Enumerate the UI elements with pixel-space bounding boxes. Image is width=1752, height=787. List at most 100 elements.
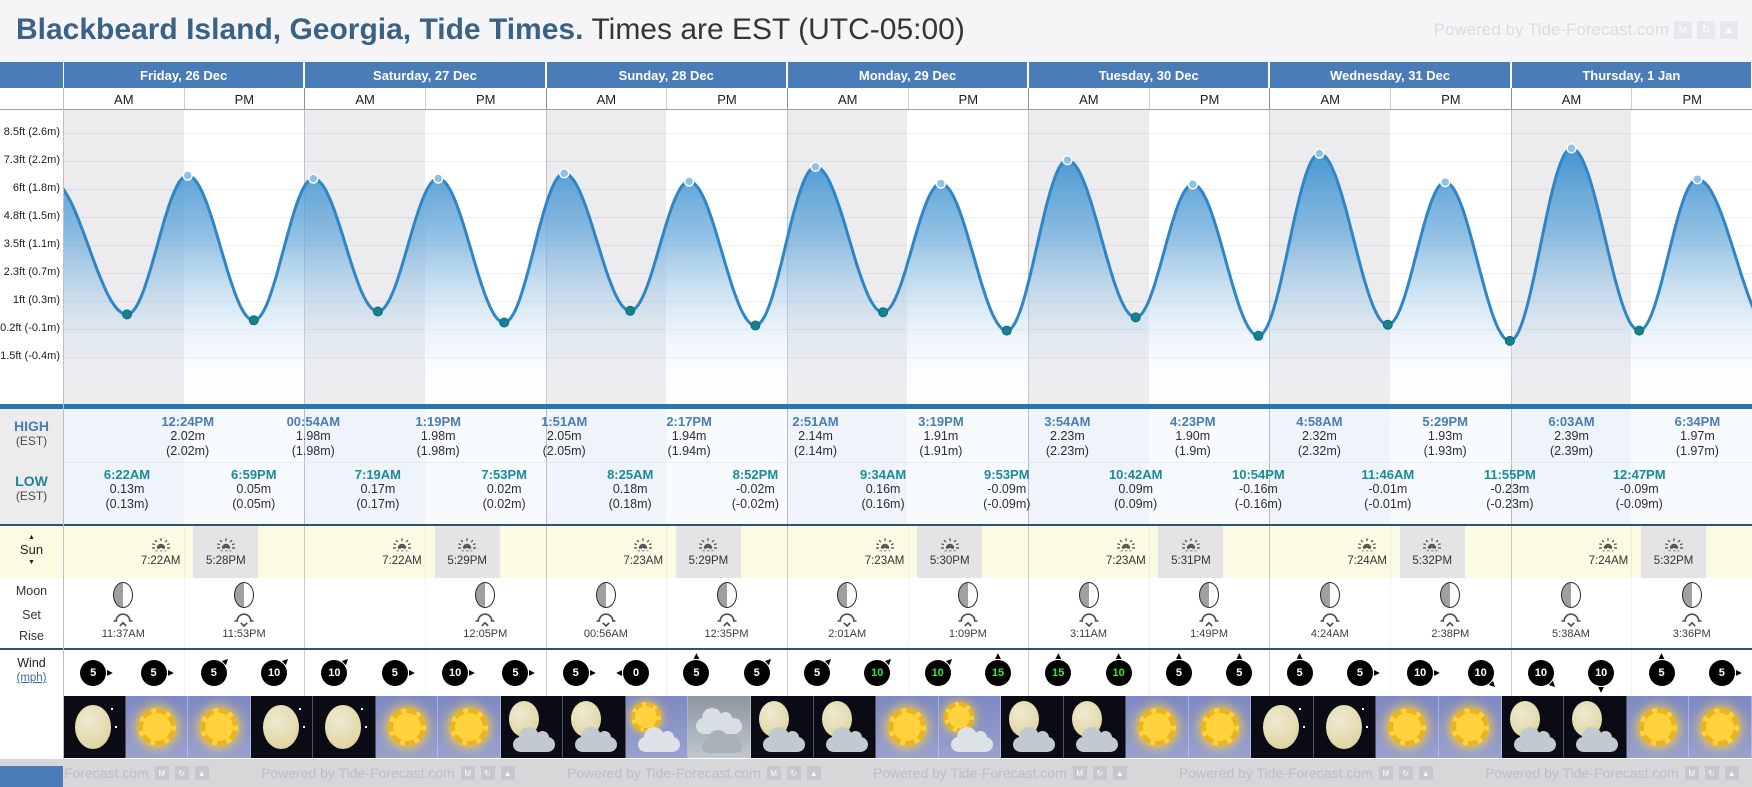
wind-arrow-head-icon: ▲: [278, 653, 294, 669]
sun-graphic: [1638, 708, 1677, 746]
sunset-icon: [940, 537, 960, 553]
cloud-graphic: [696, 708, 743, 734]
tide-height-m-secondary: (2.32m): [1297, 444, 1341, 458]
sunrise-icon: [1598, 537, 1618, 553]
wind-arrow-head-icon: ▲: [881, 653, 897, 669]
wind-direction-arrow: ▲: [134, 653, 176, 693]
sunset-cell: 5:29PM: [675, 526, 741, 578]
y-axis-tick-label: 3.5ft (1.1m): [3, 238, 60, 250]
cloud-graphic: [1576, 727, 1619, 752]
wind-direction-arrow: ▲: [978, 652, 1018, 693]
wind-direction-arrow: ▲: [1400, 653, 1442, 693]
high-tide-event: 1:51AM 2.05m (2.05m): [516, 414, 612, 459]
wind-speed-icon: 10 ▲: [1105, 652, 1132, 686]
star-dot: [302, 726, 305, 728]
half-day-divider-line: [907, 650, 909, 696]
moon-phase-icon: [837, 582, 858, 608]
low-tide-dot: [878, 307, 889, 318]
tide-height-m: 2.02m: [170, 429, 206, 443]
low-tide-time: 8:52PM: [732, 467, 779, 482]
sunrise-time: 7:23AM: [864, 555, 905, 567]
half-day-divider-line: [907, 578, 909, 648]
high-tide-time: 2:51AM: [792, 414, 839, 429]
cloud-graphic: [825, 727, 868, 752]
wind-arrow-head-icon: ▲: [1596, 684, 1607, 695]
day-divider-line: [1269, 650, 1271, 696]
wind-speed-icon: 10 ▲: [1527, 660, 1560, 692]
wind-speed-value: 5: [391, 667, 398, 679]
sunset-cell: 5:32PM: [1641, 526, 1707, 578]
weather-icon-sunny: [1126, 696, 1189, 758]
cloud-graphic: [1075, 727, 1118, 752]
tide-height-m-secondary: (-0.09m): [1615, 497, 1663, 511]
footer-icon: M: [460, 766, 475, 780]
day-divider-line: [304, 650, 306, 696]
wind-arrow-head-icon: ▲: [691, 651, 702, 662]
wind-direction-arrow: ▲: [789, 645, 846, 702]
wind-arrow-head-icon: ▲: [405, 668, 417, 678]
low-tide-dot: [372, 306, 383, 317]
tide-curve-area: [63, 148, 1752, 405]
footer-powered-by-link[interactable]: Powered by Tide-Forecast.com M ↻ ▲: [873, 764, 1127, 782]
tide-height-m: -0.16m: [1238, 482, 1278, 496]
tide-height-m: 1.90m: [1175, 429, 1211, 443]
wind-speed-value: 5: [1718, 667, 1725, 679]
wind-speed-icon: 15 ▲: [1045, 652, 1072, 686]
footer-powered-by-link[interactable]: Powered by Tide-Forecast.com M ↻ ▲: [1485, 764, 1739, 782]
sunrise-time: 7:23AM: [623, 555, 664, 567]
powered-by-link[interactable]: Powered by Tide-Forecast.com M ↻ ▲: [1434, 20, 1738, 40]
low-tide-time: 10:42AM: [1108, 467, 1163, 482]
tide-height-m: 0.16m: [865, 482, 901, 496]
y-axis-tick-label: 7.3ft (2.2m): [3, 154, 60, 166]
footer-powered-by-link[interactable]: Powered by Tide-Forecast.com M ↻ ▲: [1179, 764, 1433, 782]
tide-height-m-secondary: (0.05m): [232, 497, 276, 511]
sun-row: ▲ Sun ▼ 7:22AM 5:28PM 7:22AM 5:29PM 7:23AM 5:29P…: [0, 524, 1752, 578]
day-divider-line: [1028, 650, 1030, 696]
day-divider-line: [1510, 526, 1512, 578]
sunset-icon: [457, 537, 477, 553]
moon-graphic: [75, 705, 111, 749]
tide-height-m: -0.23m: [1490, 482, 1530, 496]
high-row-label: HIGH (EST): [0, 409, 63, 462]
tide-height-m-secondary: (-0.09m): [983, 497, 1031, 511]
wind-speed-icon: 0 ▲: [614, 660, 650, 686]
sunset-time: 5:30PM: [929, 555, 970, 567]
high-tide-dot: [1062, 154, 1073, 166]
half-day-divider-line: [424, 578, 426, 648]
footer-powered-by-text: Powered by Tide-Forecast.com: [261, 765, 455, 781]
day-divider-line: [1269, 110, 1271, 405]
page-title-wrap: Blackbeard Island, Georgia, Tide Times. T…: [16, 13, 965, 47]
half-day-divider-line: [1148, 578, 1150, 648]
moonset-icon: [234, 610, 254, 627]
sun-graphic: [1451, 708, 1490, 746]
footer-icon: ↻: [1704, 766, 1719, 780]
sunrise-icon: [151, 537, 171, 553]
footer-powered-by-text: Powered by Tide-Forecast.com: [567, 765, 761, 781]
footer-icon: ↻: [480, 766, 495, 780]
sunset-icon: [1664, 537, 1684, 553]
weather-icon-clear-night: [250, 696, 314, 758]
low-tide-time: 11:55PM: [1483, 467, 1536, 482]
low-tide-dot: [1634, 325, 1645, 336]
sunset-time: 5:29PM: [688, 555, 729, 567]
weather-icon-sunny: [438, 696, 501, 758]
wind-arrow-head-icon: ▲: [104, 668, 116, 678]
footer-powered-by-link[interactable]: Powered by Tide-Forecast.com M ↻ ▲: [567, 764, 821, 782]
half-day-divider-line: [1390, 650, 1392, 696]
tide-height-m-secondary: (0.18m): [608, 497, 652, 511]
moon-event-time: 00:56AM: [583, 628, 628, 640]
wind-direction-arrow: ▲: [614, 653, 656, 693]
footer-icon: ↻: [786, 766, 801, 780]
high-tide-event: 5:29PM 1.93m (1.93m): [1397, 414, 1493, 459]
am-label-cell: AM: [1028, 88, 1149, 110]
page-title: Blackbeard Island, Georgia, Tide Times.: [16, 13, 584, 46]
moonrise-icon: [1440, 610, 1460, 627]
wind-direction-arrow: ▲: [246, 645, 303, 702]
wind-unit-link[interactable]: (mph): [16, 672, 47, 684]
footer-powered-by-link[interactable]: Powered by Tide-Forecast.com M ↻ ▲: [261, 764, 515, 782]
wind-arrow-head-icon: ▲: [1732, 668, 1744, 678]
low-tide-time: 9:34AM: [859, 467, 907, 482]
cloud-graphic: [1013, 727, 1056, 752]
wind-direction-arrow: ▲: [1452, 645, 1509, 702]
wind-direction-arrow: ▲: [1340, 653, 1382, 693]
